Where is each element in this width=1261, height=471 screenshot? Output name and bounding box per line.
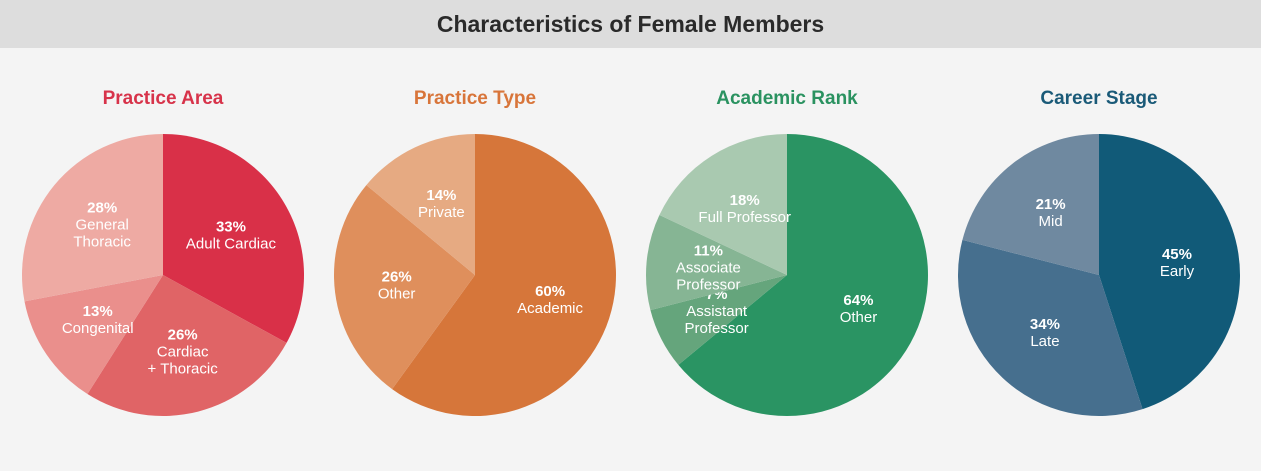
slice-percent: 34%	[1030, 316, 1060, 333]
pie-panel-career-stage: Career Stage 45% Early 34% Late 21% Mid	[954, 78, 1244, 438]
pie-panel-academic-rank: Academic Rank 64% Other 7% Assistant Profess…	[642, 78, 932, 438]
chart-title: Career Stage	[1040, 88, 1158, 109]
pie-slice-late	[957, 239, 1143, 417]
slice-label-full-professor: 18% Full Professor	[698, 192, 791, 226]
slice-category: General	[75, 217, 128, 234]
slice-label-academic: 60% Academic	[517, 283, 583, 317]
pie-panel-practice-type: Practice Type 60% Academic 26% Other 14% Priv…	[330, 78, 620, 438]
slice-category: Early	[1160, 263, 1195, 280]
slice-category: Professor	[685, 320, 749, 337]
pie-chart-career-stage: 45% Early 34% Late 21% Mid	[957, 134, 1241, 417]
slice-category: Other	[378, 285, 416, 302]
pie-chart-practice-type: 60% Academic 26% Other 14% Private	[333, 134, 616, 417]
slice-category: Private	[418, 204, 465, 221]
slice-percent: 26%	[382, 268, 412, 285]
page-title: Characteristics of Female Members	[436, 10, 825, 37]
slice-category: Mid	[1039, 213, 1063, 230]
slice-category: Late	[1030, 333, 1059, 350]
slice-label-adult-cardiac: 33% Adult Cardiac	[186, 218, 277, 252]
slice-category: Academic	[517, 300, 583, 317]
slice-percent: 11%	[694, 243, 723, 260]
slice-percent: 21%	[1036, 196, 1066, 213]
slice-label-other: 26% Other	[378, 268, 416, 302]
slice-percent: 13%	[83, 303, 113, 320]
slice-percent: 33%	[216, 218, 246, 235]
slice-category: Associate	[676, 260, 741, 277]
slice-label-assistant-professor: 7% Assistant Professor	[685, 286, 749, 337]
slice-category: Other	[840, 309, 878, 326]
slice-percent: 64%	[843, 292, 873, 309]
pie-slice-mid	[962, 134, 1099, 275]
slice-category: Congenital	[62, 320, 134, 337]
slice-percent: 14%	[426, 187, 456, 204]
slice-label-associate-professor: 11% Associate Professor	[676, 243, 741, 294]
slice-percent: 60%	[535, 283, 565, 300]
pie-slice-early	[1099, 134, 1241, 410]
pie-slice-full-professor	[659, 134, 787, 275]
header-bar: Characteristics of Female Members	[0, 0, 1261, 48]
chart-title: Academic Rank	[716, 88, 858, 109]
slice-category: + Thoracic	[148, 360, 219, 377]
pie-slice-general-thoracic	[22, 134, 164, 302]
chart-title: Practice Area	[102, 88, 224, 109]
slice-category: Full Professor	[698, 209, 791, 226]
slice-category: Professor	[676, 277, 740, 294]
pie-slice-associate-professor	[646, 214, 787, 311]
slice-category: Adult Cardiac	[186, 235, 277, 252]
pie-slice-other	[678, 134, 928, 416]
chart-title: Practice Type	[413, 88, 537, 109]
slice-label-mid: 21% Mid	[1036, 196, 1066, 230]
slice-category: Assistant	[686, 303, 748, 320]
slice-label-private: 14% Private	[418, 187, 465, 221]
pie-panel-practice-area: Practice Area 33% Adult Cardiac 26% Cardiac…	[18, 78, 308, 438]
slice-label-other: 64% Other	[840, 292, 878, 326]
pie-slice-private	[366, 134, 475, 275]
slice-percent: 18%	[730, 192, 760, 209]
pie-slice-congenital	[24, 275, 163, 395]
slice-category: Cardiac	[157, 343, 209, 360]
pie-slice-cardiac-thoracic	[87, 275, 287, 417]
pie-slice-other	[333, 185, 475, 390]
pie-slice-assistant-professor	[650, 275, 787, 365]
slice-percent: 26%	[168, 326, 198, 343]
pie-slice-academic	[392, 134, 616, 417]
slice-percent: 45%	[1162, 246, 1192, 263]
slice-label-early: 45% Early	[1160, 246, 1195, 280]
pie-slice-adult-cardiac	[163, 134, 305, 343]
slice-label-congenital: 13% Congenital	[62, 303, 134, 337]
slice-percent: 28%	[87, 200, 117, 217]
slice-category: Thoracic	[73, 234, 131, 251]
slice-label-cardiac-thoracic: 26% Cardiac + Thoracic	[148, 326, 219, 377]
slice-label-general-thoracic: 28% General Thoracic	[73, 200, 131, 251]
slice-label-late: 34% Late	[1030, 316, 1060, 350]
